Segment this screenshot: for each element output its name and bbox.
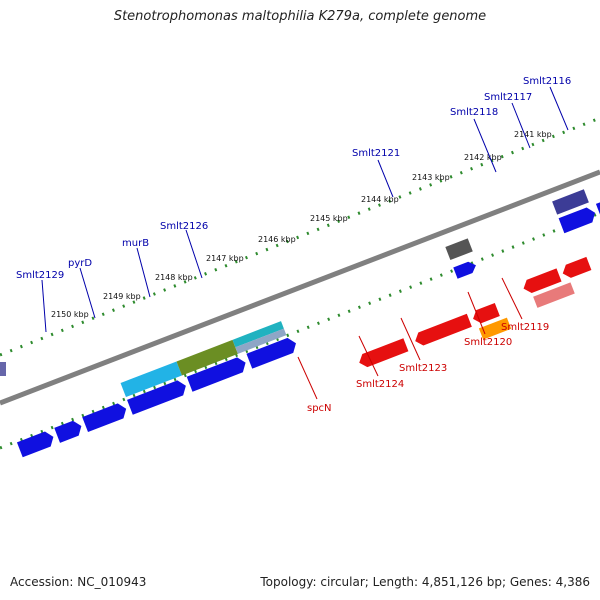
tick-label: 2143 kbp: [412, 173, 450, 182]
reverse-gene[interactable]: [357, 338, 409, 369]
forward-gene[interactable]: [82, 401, 129, 433]
reverse-gene-smlt2123[interactable]: [478, 317, 512, 340]
gene-label-pyrd[interactable]: pyrD: [68, 258, 92, 269]
reverse-gene-smlt2120[interactable]: [533, 282, 575, 308]
forward-gene-labels: Smlt2116 Smlt2117 Smlt2118 Smlt2121 Smlt…: [16, 76, 571, 333]
gene-label-smlt2124[interactable]: Smlt2124: [356, 379, 404, 390]
tick-label: 2149 kbp: [103, 292, 141, 301]
gene-label-spcn[interactable]: spcN: [307, 403, 332, 414]
forward-gene-pyrD[interactable]: [120, 361, 182, 398]
gene-label-smlt2118[interactable]: Smlt2118: [450, 107, 498, 118]
forward-gene[interactable]: [127, 378, 189, 415]
accession-text: Accession: NC_010943: [10, 575, 147, 589]
forward-gene[interactable]: [16, 429, 56, 458]
tick-label: 2144 kbp: [361, 195, 399, 204]
gene-label-smlt2126[interactable]: Smlt2126: [160, 221, 208, 232]
backbone-track: [0, 169, 600, 406]
tick-label: 2145 kbp: [310, 214, 348, 223]
forward-gene[interactable]: [186, 355, 249, 392]
tick-label: 2141 kbp: [514, 130, 552, 139]
tick-label: 2150 kbp: [51, 310, 89, 319]
map-title: Stenotrophomonas maltophilia K279a, comp…: [113, 9, 487, 24]
gene-label-smlt2129[interactable]: Smlt2129: [16, 270, 64, 281]
forward-gene[interactable]: [558, 205, 598, 234]
reverse-gene[interactable]: [521, 268, 562, 295]
forward-gene[interactable]: [54, 419, 84, 443]
forward-gene-smlt2126-shade[interactable]: [232, 321, 284, 348]
forward-dotted-ring: [0, 116, 600, 357]
gene-label-murb[interactable]: murB: [122, 238, 149, 249]
reverse-gene[interactable]: [560, 256, 592, 280]
forward-gene-fragment[interactable]: [0, 362, 6, 376]
reverse-genes: [357, 256, 592, 369]
gene-label-smlt2123[interactable]: Smlt2123: [399, 363, 447, 374]
forward-gene[interactable]: [246, 336, 298, 369]
forward-gene[interactable]: [595, 191, 600, 219]
tick-labels: 2141 kbp 2142 kbp 2143 kbp 2144 kbp 2145…: [51, 130, 552, 319]
gene-label-smlt2116[interactable]: Smlt2116: [523, 76, 571, 87]
reverse-gene-labels: Smlt2119 Smlt2120 Smlt2123 Smlt2124 spcN: [297, 277, 549, 414]
tick-label: 2142 kbp: [464, 153, 502, 162]
forward-gene-smlt2118[interactable]: [552, 189, 589, 215]
gene-label-smlt2119[interactable]: Smlt2119: [501, 322, 549, 333]
forward-gene-smlt2126[interactable]: [235, 328, 287, 354]
tick-label: 2146 kbp: [258, 235, 296, 244]
reverse-gene[interactable]: [413, 313, 472, 348]
genome-stats-text: Topology: circular; Length: 4,851,126 bp…: [260, 575, 590, 589]
forward-genes: [16, 189, 600, 458]
tick-label: 2148 kbp: [155, 273, 193, 282]
reverse-gene[interactable]: [471, 302, 500, 325]
forward-gene[interactable]: [453, 260, 478, 279]
gene-label-smlt2121[interactable]: Smlt2121: [352, 148, 400, 159]
gene-label-smlt2120[interactable]: Smlt2120: [464, 337, 512, 348]
forward-gene-murB[interactable]: [176, 339, 238, 376]
gene-label-smlt2117[interactable]: Smlt2117: [484, 92, 532, 103]
forward-gene-smlt2121[interactable]: [445, 238, 473, 261]
tick-label: 2147 kbp: [206, 254, 244, 263]
